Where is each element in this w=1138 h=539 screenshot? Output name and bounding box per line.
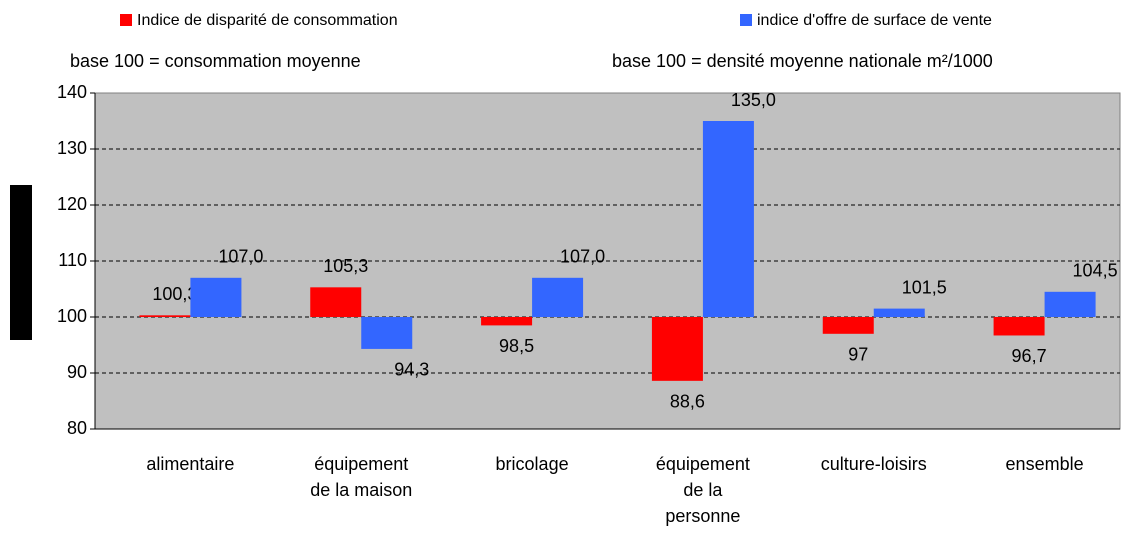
value-label: 107,0 bbox=[218, 247, 263, 267]
value-label: 105,3 bbox=[323, 256, 368, 276]
bar bbox=[532, 277, 584, 317]
y-tick-label: 140 bbox=[57, 82, 87, 102]
bar bbox=[310, 287, 362, 317]
series-base-note: base 100 = consommation moyenne bbox=[70, 51, 361, 71]
value-label: 94,3 bbox=[394, 360, 429, 380]
x-tick-label: équipement de la personne bbox=[655, 454, 750, 526]
bar bbox=[481, 317, 533, 326]
bar bbox=[651, 317, 703, 381]
bar bbox=[873, 308, 925, 317]
bar bbox=[993, 317, 1045, 336]
y-tick-label: 130 bbox=[57, 138, 87, 158]
value-label: 104,5 bbox=[1073, 261, 1118, 281]
y-tick-label: 100 bbox=[57, 306, 87, 326]
x-tick-label: alimentaire bbox=[146, 454, 235, 474]
value-label: 100,3 bbox=[152, 284, 197, 304]
redacted-axis-label bbox=[10, 185, 32, 340]
value-label: 98,5 bbox=[499, 336, 534, 356]
bar bbox=[822, 317, 874, 334]
value-label: 101,5 bbox=[902, 277, 947, 297]
value-label: 96,7 bbox=[1012, 346, 1047, 366]
series-base-note: base 100 = densité moyenne nationale m²/… bbox=[612, 51, 993, 71]
bar bbox=[702, 121, 754, 317]
x-tick-label: culture-loisirs bbox=[820, 454, 927, 474]
legend-swatch bbox=[120, 14, 132, 26]
legend-label: indice d'offre de surface de vente bbox=[757, 12, 992, 29]
legend-label: Indice de disparité de consommation bbox=[137, 12, 398, 29]
bar bbox=[361, 317, 413, 349]
y-tick-label: 120 bbox=[57, 194, 87, 214]
value-label: 107,0 bbox=[560, 247, 605, 267]
y-tick-label: 80 bbox=[67, 418, 87, 438]
y-tick-label: 90 bbox=[67, 362, 87, 382]
value-label: 88,6 bbox=[670, 392, 705, 412]
bar bbox=[1044, 291, 1096, 317]
bar bbox=[139, 315, 191, 317]
x-tick-label: équipement de la maison bbox=[310, 454, 413, 500]
bar bbox=[190, 277, 242, 317]
y-tick-label: 110 bbox=[58, 250, 87, 270]
x-tick-label: bricolage bbox=[495, 454, 569, 474]
x-tick-label: ensemble bbox=[1005, 454, 1084, 474]
legend-swatch bbox=[740, 14, 752, 26]
value-label: 135,0 bbox=[731, 90, 776, 110]
value-label: 97 bbox=[848, 345, 868, 365]
